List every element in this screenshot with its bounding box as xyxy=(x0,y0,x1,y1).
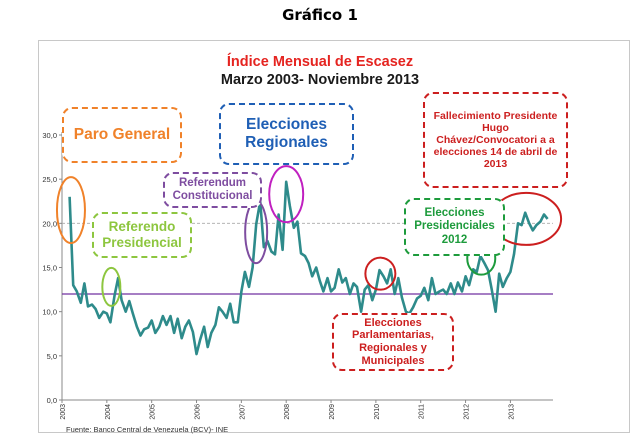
ellipse-paro-general xyxy=(55,176,86,245)
x-tick-label: 2011 xyxy=(419,404,426,419)
y-tick-label: 30,0 xyxy=(42,131,57,140)
source-note: Fuente: Banco Central de Venezuela (BCV)… xyxy=(66,425,229,434)
annotation-paro-general: Paro General xyxy=(62,107,182,163)
x-tick-label: 2008 xyxy=(284,404,291,420)
y-tick-label: 0,0 xyxy=(47,396,57,405)
x-tick-label: 2003 xyxy=(60,404,67,420)
x-tick-label: 2012 xyxy=(464,404,471,420)
annotation-referendo-presidencial: Referendo Presidencial xyxy=(92,212,192,258)
x-tick-label: 2010 xyxy=(374,404,381,420)
chart-frame xyxy=(38,40,630,433)
ellipse-elecciones-regionales xyxy=(268,165,305,224)
y-tick-label: 5,0 xyxy=(47,352,57,361)
ellipse-elecciones-parlamentarias xyxy=(364,256,397,291)
series-line xyxy=(68,180,549,356)
x-tick-label: 2006 xyxy=(195,404,202,420)
ellipse-referendo-presidencial xyxy=(101,266,122,307)
page-title: Gráfico 1 xyxy=(282,6,358,24)
annotation-elecciones-parlamentarias: Elecciones Parlamentarias, Regionales y … xyxy=(332,313,454,371)
annotation-fallecimiento-chavez: Fallecimiento Presidente Hugo Chávez/Con… xyxy=(423,92,568,188)
chart-title: Índice Mensual de Escasez xyxy=(226,54,414,70)
y-tick-label: 20,0 xyxy=(42,219,57,228)
annotation-referendum-constitucional: Referendum Constitucional xyxy=(163,172,262,208)
x-tick-label: 2013 xyxy=(508,404,515,420)
chart-subtitle: Marzo 2003- Noviembre 2013 xyxy=(220,72,420,88)
x-tick-label: 2009 xyxy=(329,404,336,420)
y-tick-label: 15,0 xyxy=(42,264,57,273)
x-tick-label: 2005 xyxy=(150,404,157,420)
x-tick-label: 2007 xyxy=(239,404,246,420)
y-tick-label: 25,0 xyxy=(42,175,57,184)
annotation-elecciones-regionales: Elecciones Regionales xyxy=(219,103,354,165)
y-tick-label: 10,0 xyxy=(42,308,57,317)
x-tick-label: 2004 xyxy=(105,404,112,420)
annotation-elecciones-presidenciales: Elecciones Presidenciales 2012 xyxy=(404,198,505,256)
